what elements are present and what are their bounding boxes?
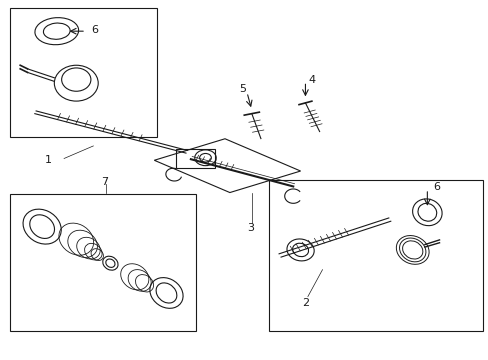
Bar (10, 8, 157, 137)
Text: 5: 5 (239, 84, 246, 94)
Text: 1: 1 (44, 155, 51, 165)
Text: 3: 3 (246, 224, 253, 233)
Text: 6: 6 (91, 26, 98, 35)
Bar (176, 149, 215, 168)
Text: 2: 2 (302, 298, 308, 308)
Bar (268, 180, 483, 330)
Text: 6: 6 (433, 182, 440, 192)
Text: 7: 7 (101, 177, 107, 187)
Text: 4: 4 (308, 75, 315, 85)
Bar (10, 194, 195, 330)
